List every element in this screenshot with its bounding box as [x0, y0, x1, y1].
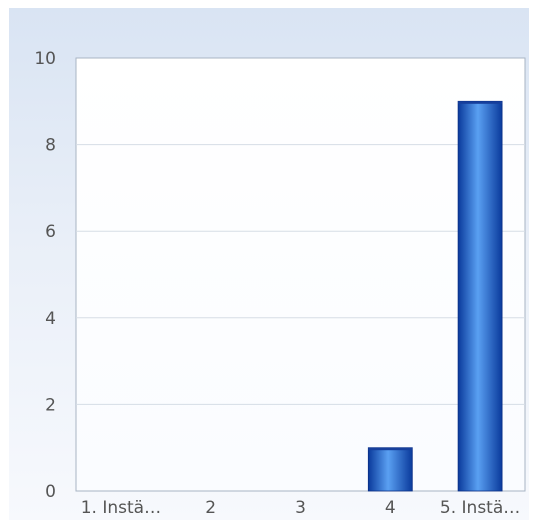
x-tick-label: 3	[295, 498, 306, 518]
bars	[367, 100, 503, 492]
bar	[457, 100, 503, 492]
x-tick-label: 2	[205, 498, 216, 518]
bar-cap	[368, 447, 413, 451]
x-tick-label: 4	[385, 498, 396, 518]
x-tick-label: 1. Instä…	[81, 498, 161, 518]
bar	[367, 447, 413, 492]
grid-lines	[76, 144, 525, 405]
y-tick-label: 6	[45, 222, 56, 242]
bar-cap	[458, 101, 503, 104]
x-tick-label: 5. Instä…	[440, 498, 520, 518]
y-axis-ticks: 0 2 4 6 8 10	[34, 49, 56, 502]
y-tick-label: 8	[45, 136, 56, 156]
y-tick-label: 10	[34, 49, 56, 69]
y-tick-label: 4	[45, 309, 56, 329]
plot-area	[75, 57, 526, 492]
y-tick-label: 0	[45, 482, 56, 502]
y-tick-label: 2	[45, 395, 56, 415]
x-axis-ticks: 1. Instä… 2 3 4 5. Instä…	[81, 498, 521, 518]
